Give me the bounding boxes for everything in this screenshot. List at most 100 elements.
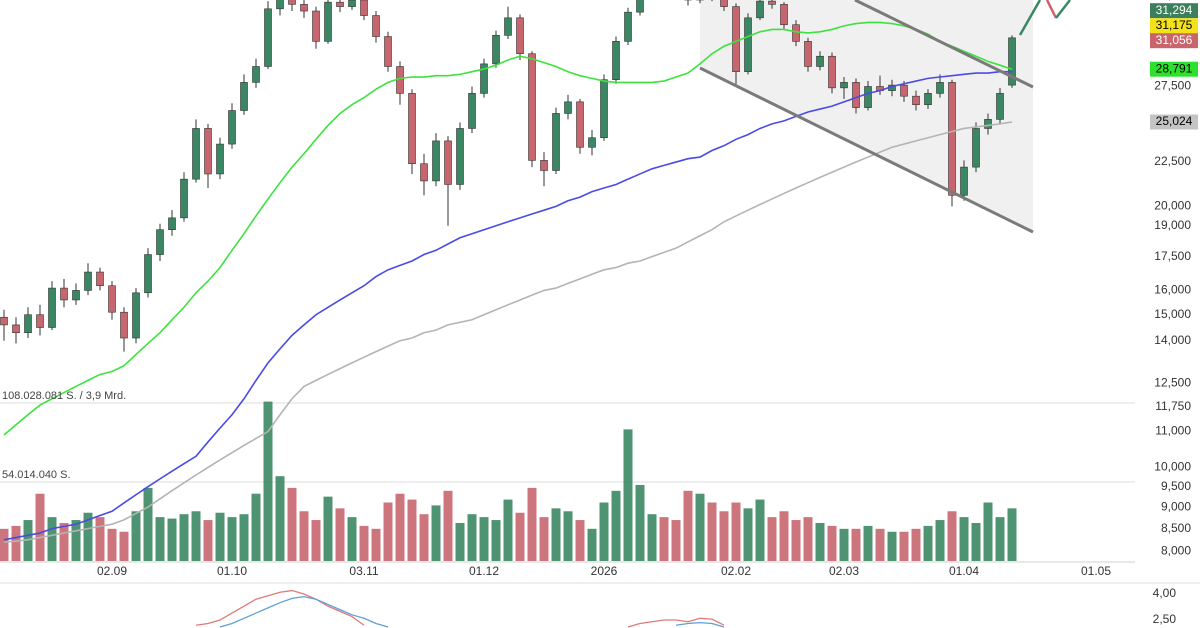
annotations: [699, 0, 1071, 234]
candle-body: [576, 101, 584, 148]
volume-bar: [467, 514, 477, 561]
volume-bar: [251, 493, 261, 561]
volume-bar: [959, 517, 969, 561]
candle-body: [0, 316, 8, 326]
volume-bar: [887, 531, 897, 561]
candle-body: [192, 128, 200, 180]
volume-bar: [623, 429, 633, 561]
candle-body: [912, 95, 920, 106]
x-tick-label: 02.03: [829, 564, 859, 578]
price-badge: [1150, 114, 1198, 130]
volume-bar: [299, 511, 309, 561]
volume-bar: [803, 517, 813, 561]
volume-bar: [707, 502, 717, 561]
price-badge: [1150, 18, 1198, 34]
candle-body: [636, 0, 644, 13]
candle-body: [540, 160, 548, 171]
candle-body: [36, 314, 44, 328]
candle-body: [972, 128, 980, 168]
y-tick-label: 14,000: [1154, 333, 1191, 347]
candle-body: [432, 140, 440, 182]
volume-bar: [839, 528, 849, 561]
volume-bar: [575, 520, 585, 561]
volume-bar: [815, 522, 825, 561]
y-tick-label: 22,500: [1154, 154, 1191, 168]
candle-body: [228, 110, 236, 145]
x-tick-label: 03.11: [349, 564, 378, 578]
volume-bar: [335, 508, 345, 561]
x-tick-label: 01.12: [469, 564, 499, 578]
projection-up: [1055, 0, 1071, 19]
candle-body: [852, 82, 860, 108]
volume-bar: [983, 502, 993, 561]
volume-bar: [863, 525, 873, 561]
x-tick-label: 01.10: [217, 564, 247, 578]
candle-body: [480, 63, 488, 94]
y-tick-label: 11,000: [1155, 424, 1191, 438]
candle-body: [804, 41, 812, 67]
volume-bar: [479, 517, 489, 561]
candle-body: [24, 314, 32, 334]
candle-body: [252, 66, 260, 83]
candle-body: [456, 128, 464, 185]
candle-body: [108, 285, 116, 313]
candle-body: [420, 163, 428, 182]
price-badge-label: 28,791: [1156, 61, 1193, 75]
candle-body: [864, 86, 872, 108]
price-badge-label: 25,024: [1156, 114, 1193, 128]
candle-body: [144, 254, 152, 294]
candle-body: [744, 17, 752, 73]
volume-bar: [371, 528, 381, 561]
candle-body: [60, 287, 68, 301]
y-tick-label: 20,000: [1154, 199, 1191, 213]
volume-bar: [659, 517, 669, 561]
volume-bar: [1007, 508, 1017, 561]
candle-body: [12, 324, 20, 334]
price-badge: [1150, 3, 1198, 19]
volume-bar: [431, 505, 441, 561]
y-tick-label: 11,750: [1155, 399, 1191, 413]
candle-body: [528, 53, 536, 161]
volume-bar: [131, 511, 141, 561]
candle-body: [276, 0, 284, 10]
volume-bar: [551, 508, 561, 561]
y-tick-label: 16,000: [1154, 283, 1191, 297]
volume-bar: [167, 518, 177, 561]
volume-bar: [287, 487, 297, 561]
y-tick-label: 9,000: [1161, 499, 1191, 513]
candle-body: [756, 0, 764, 19]
volume-bar: [59, 522, 69, 561]
price-badge: [1150, 33, 1198, 49]
volume-bar: [71, 520, 81, 561]
candle-body: [900, 84, 908, 97]
candle-body: [984, 119, 992, 129]
volume-bar: [767, 517, 777, 561]
volume-bar: [347, 517, 357, 561]
volume-bar: [515, 512, 525, 561]
moving-average: [3, 121, 1013, 543]
y-tick-label: 19,000: [1154, 218, 1191, 232]
candle-body: [960, 166, 968, 196]
candle-body: [600, 79, 608, 139]
candle-body: [300, 4, 308, 12]
volume-bar: [911, 528, 921, 561]
candle-body: [792, 24, 800, 42]
x-tick-label: 2026: [591, 564, 618, 578]
candle-body: [732, 6, 740, 73]
y-tick-label: 35,000: [1154, 0, 1191, 2]
volume-bar: [743, 508, 753, 561]
volume-bar: [323, 496, 333, 561]
volume-bar: [83, 512, 93, 561]
candle-body: [924, 93, 932, 106]
volume-bar: [455, 522, 465, 561]
volume-tick-label: 54.014.040 S.: [2, 469, 71, 481]
volume-bar: [851, 528, 861, 561]
candle-body: [624, 11, 632, 42]
volume-bar: [719, 511, 729, 561]
x-tick-label: 01.05: [1081, 564, 1111, 578]
volume-tick-label: 108.028.081 S. / 3,9 Mrd.: [2, 390, 126, 402]
candle-body: [312, 10, 320, 42]
candle-body: [492, 35, 500, 65]
candle-body: [324, 1, 332, 42]
